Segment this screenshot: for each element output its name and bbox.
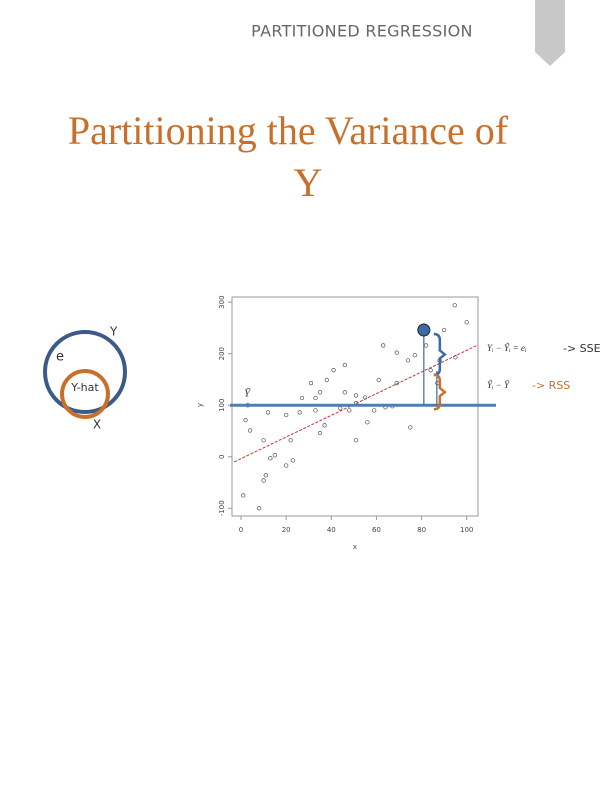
- slide-title: Y: [294, 160, 323, 205]
- data-point: [268, 456, 273, 461]
- venn-label: X: [93, 418, 101, 432]
- venn-outer: [43, 330, 127, 414]
- venn-inner: [60, 369, 110, 419]
- x-tick-label: 0: [239, 526, 243, 534]
- data-point: [288, 438, 293, 443]
- data-point: [317, 390, 323, 395]
- y-tick-label: -100: [218, 500, 226, 516]
- data-point: [261, 478, 266, 483]
- data-point: [299, 395, 305, 401]
- data-point: [297, 410, 302, 415]
- data-point: [308, 380, 314, 386]
- data-point: [290, 458, 296, 463]
- slide-title: Partitioning the Variance of: [68, 108, 509, 153]
- data-point: [453, 355, 458, 360]
- data-point: [265, 410, 271, 415]
- mean-label: Ȳ: [244, 388, 252, 400]
- data-point: [247, 428, 253, 433]
- data-point: [428, 368, 433, 373]
- venn-label: Y: [109, 325, 118, 339]
- data-point: [284, 463, 289, 468]
- data-point: [261, 438, 266, 443]
- data-point: [347, 408, 352, 413]
- x-tick-label: 60: [372, 526, 381, 534]
- sse-formula: Yᵢ − Ŷᵢ = eᵢ: [487, 343, 527, 353]
- data-point: [272, 453, 278, 458]
- data-point: [322, 423, 327, 428]
- data-point: [256, 506, 262, 511]
- data-point: [452, 303, 457, 308]
- data-point: [394, 350, 399, 355]
- data-point: [243, 418, 248, 423]
- data-point: [412, 353, 417, 358]
- data-point: [331, 368, 336, 373]
- data-point: [324, 377, 329, 383]
- data-point: [408, 425, 413, 430]
- rss-bracket: [433, 373, 447, 411]
- data-point: [441, 327, 447, 333]
- highlight-point: [417, 323, 431, 337]
- x-axis-label: x: [353, 543, 357, 551]
- x-tick-label: 20: [282, 526, 291, 534]
- x-tick-label: 40: [327, 526, 336, 534]
- rss-label: -> RSS: [532, 379, 570, 392]
- header-title: PARTITIONED REGRESSION: [251, 22, 473, 41]
- data-point: [263, 473, 269, 478]
- data-point: [376, 377, 381, 383]
- corner-tab: [535, 0, 565, 66]
- data-point: [372, 408, 377, 413]
- data-point: [313, 395, 318, 401]
- data-point: [394, 380, 399, 386]
- x-tick-label: 80: [417, 526, 426, 534]
- data-point: [381, 343, 386, 348]
- y-tick-label: 300: [218, 295, 226, 308]
- sse-label: -> SSE: [563, 342, 601, 355]
- y-tick-label: 100: [218, 399, 226, 412]
- data-point: [365, 420, 370, 425]
- y-axis-label: y: [196, 403, 204, 407]
- data-point: [342, 390, 347, 395]
- data-point: [317, 430, 323, 436]
- data-point: [342, 362, 347, 368]
- sse-bracket: [433, 332, 447, 377]
- x-tick-label: 100: [460, 526, 473, 534]
- data-point: [284, 412, 289, 418]
- data-point: [464, 320, 469, 325]
- data-point: [241, 493, 246, 498]
- data-point: [353, 438, 359, 443]
- data-point: [423, 343, 429, 348]
- data-point: [338, 406, 343, 411]
- data-point: [313, 408, 318, 413]
- data-point: [405, 358, 411, 363]
- fit-line: [234, 344, 479, 463]
- venn-label: e: [56, 350, 64, 365]
- data-point: [353, 393, 359, 398]
- venn-label: Y-hat: [70, 381, 99, 394]
- data-point: [363, 395, 368, 400]
- y-tick-label: 0: [218, 455, 226, 459]
- y-tick-label: 200: [218, 347, 226, 360]
- rss-formula: Ŷᵢ − Ȳ: [487, 380, 510, 390]
